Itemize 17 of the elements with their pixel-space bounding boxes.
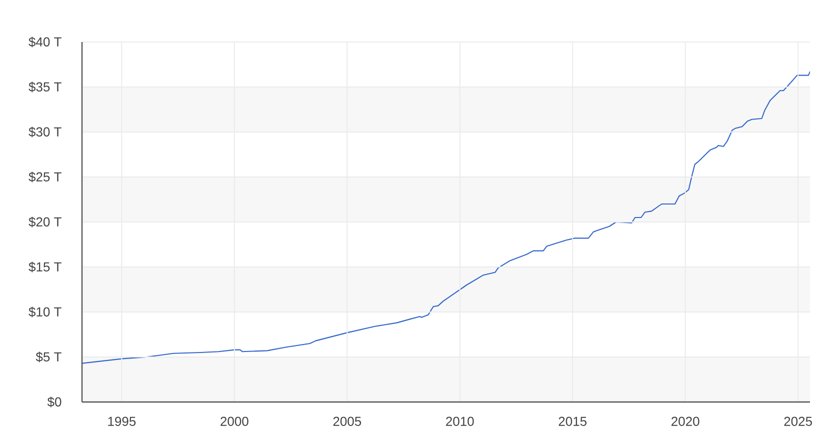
y-tick-label: $30 T xyxy=(28,126,62,138)
x-tick-label: 2010 xyxy=(446,416,474,426)
x-tick-label: 2000 xyxy=(220,416,248,426)
y-tick-label: $15 T xyxy=(28,262,62,272)
x-tick-label: 2020 xyxy=(672,416,700,426)
y-tick-label: $0 xyxy=(47,396,62,408)
x-tick-label: 2005 xyxy=(333,416,362,426)
line-series xyxy=(82,71,810,364)
y-tick-label: $40 T xyxy=(28,36,62,48)
x-tick-label: 1995 xyxy=(108,416,136,426)
y-tick-label: $35 T xyxy=(28,82,62,92)
y-tick-label: $5 T xyxy=(36,352,62,362)
x-tick-label: 2025 xyxy=(784,416,812,426)
x-tick-label: 2015 xyxy=(558,416,587,426)
y-tick-label: $10 T xyxy=(28,306,62,318)
y-tick-label: $20 T xyxy=(28,216,62,228)
y-tick-label: $25 T xyxy=(28,172,62,182)
